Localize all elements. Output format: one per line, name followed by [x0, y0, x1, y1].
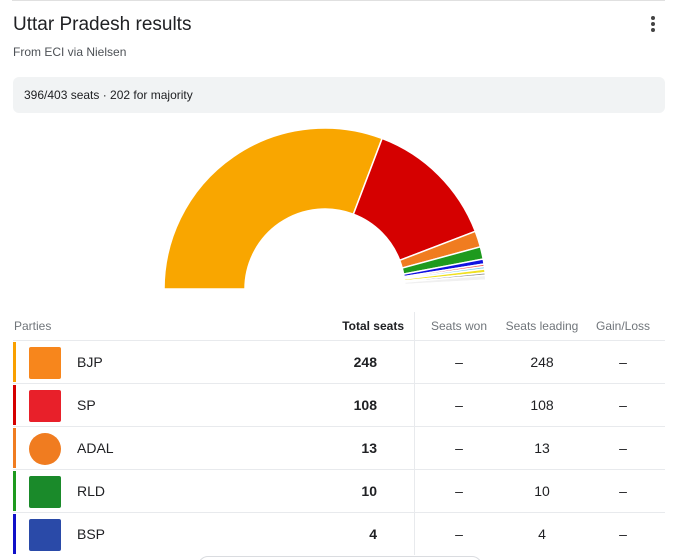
seats-won: – — [414, 383, 503, 427]
seat-segment[interactable] — [404, 279, 487, 290]
seats-won: – — [455, 526, 463, 542]
party-color-bar — [13, 514, 16, 554]
seats-won: – — [414, 340, 503, 384]
table-row[interactable]: SP 108 – 108 – — [13, 383, 665, 427]
party-logo-icon — [29, 390, 61, 422]
seats-won: – — [414, 426, 503, 470]
total-seats: 10 — [313, 469, 415, 513]
party-name: BJP — [77, 354, 103, 370]
total-seats: 248 — [313, 340, 415, 384]
party-cell: RLD — [13, 469, 313, 513]
card-title: Uttar Pradesh results — [13, 14, 192, 35]
party-name: ADAL — [77, 440, 114, 456]
party-color-bar — [13, 342, 16, 382]
table-row[interactable]: BJP 248 – 248 – — [13, 340, 665, 384]
party-logo-icon — [29, 347, 61, 379]
seats-leading: 10 — [503, 469, 581, 513]
party-name: RLD — [77, 483, 106, 499]
total-seats: 13 — [313, 426, 415, 470]
party-color-bar — [13, 428, 16, 468]
gain-loss: – — [581, 383, 665, 427]
col-seats-leading: Seats leading — [503, 312, 581, 341]
table-row[interactable]: ADAL 13 – 13 – — [13, 426, 665, 470]
seats-leading: 248 — [503, 340, 581, 384]
total-seats: 4 — [313, 512, 415, 555]
party-cell: ADAL — [13, 426, 313, 470]
col-parties: Parties — [13, 312, 313, 341]
results-table: Parties Total seats Seats won Seats lead… — [13, 312, 665, 555]
seat-segment-bjp[interactable] — [163, 127, 384, 290]
party-color-bar — [13, 385, 16, 425]
total-seats: 108 — [313, 383, 415, 427]
divider — [12, 0, 665, 1]
party-color-bar — [13, 471, 16, 511]
seats-leading: 108 — [503, 383, 581, 427]
party-cell: SP — [13, 383, 313, 427]
col-gain-loss: Gain/Loss — [581, 312, 665, 341]
col-total-seats: Total seats — [313, 312, 415, 341]
gain-loss: – — [619, 526, 627, 542]
more-vert-icon[interactable] — [644, 14, 662, 36]
table-row[interactable]: BSP 4 – 4 – — [13, 512, 665, 556]
gain-loss: – — [581, 340, 665, 384]
seats-won: – — [414, 469, 503, 513]
seat-chart — [163, 127, 487, 290]
party-logo-icon — [29, 519, 61, 551]
source-text: From ECI via Nielsen — [13, 45, 127, 59]
seats-leading: 13 — [503, 426, 581, 470]
party-cell: BSP — [13, 513, 313, 556]
seats-summary: 396/403 seats · 202 for majority — [13, 77, 665, 113]
party-name: SP — [77, 397, 96, 413]
seats-leading: 4 — [538, 526, 546, 542]
gain-loss: – — [581, 426, 665, 470]
table-row[interactable]: RLD 10 – 10 – — [13, 469, 665, 513]
party-logo-icon — [29, 433, 61, 465]
party-name: BSP — [77, 526, 106, 542]
party-logo-icon — [29, 476, 61, 508]
party-cell: BJP — [13, 340, 313, 384]
show-more-button[interactable] — [198, 556, 482, 560]
col-seats-won: Seats won — [414, 312, 503, 341]
gain-loss: – — [581, 469, 665, 513]
